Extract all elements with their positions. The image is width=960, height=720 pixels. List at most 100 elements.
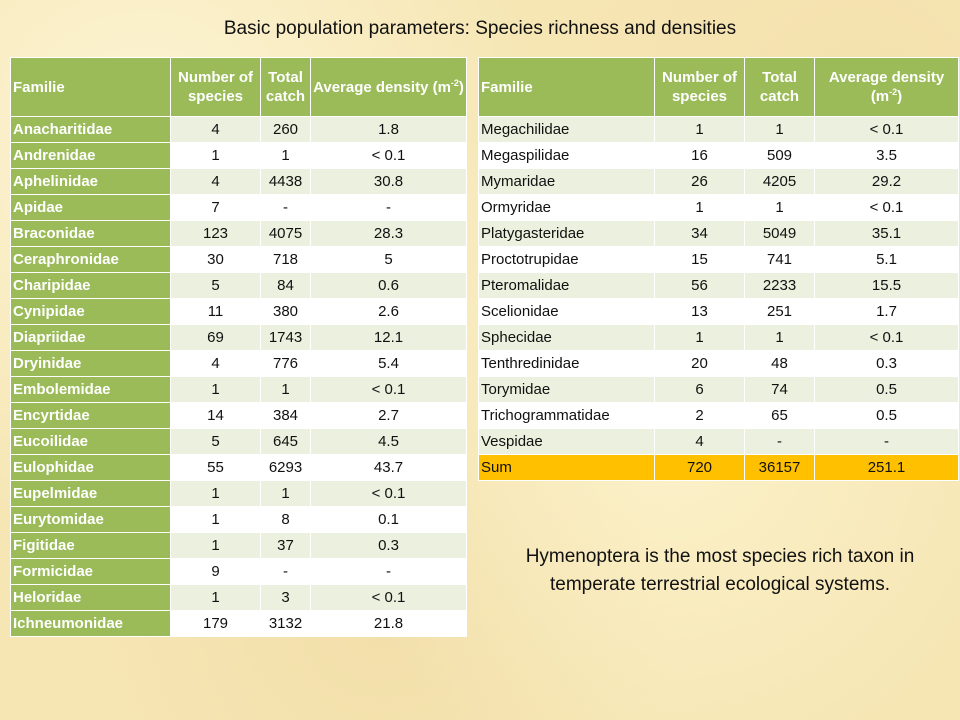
family-name-cell: Diapriidae <box>10 324 171 351</box>
species-count-cell: 14 <box>170 402 261 429</box>
total-catch-cell: 3132 <box>260 610 311 637</box>
table-row: Platygasteridae 34 5049 35.1 <box>478 220 959 247</box>
summary-note: Hymenoptera is the most species rich tax… <box>525 546 915 595</box>
average-density-cell: 1.8 <box>310 116 467 143</box>
table-row: Megachilidae 1 1 < 0.1 <box>478 116 959 143</box>
family-name-cell: Apidae <box>10 194 171 221</box>
table-row: Anacharitidae 4 260 1.8 <box>10 116 467 143</box>
header-family: Familie <box>10 57 171 117</box>
table-row: Trichogrammatidae 2 65 0.5 <box>478 402 959 429</box>
average-density-cell: 28.3 <box>310 220 467 247</box>
table-row: Torymidae 6 74 0.5 <box>478 376 959 403</box>
table-header-row: Familie Number of species Total catch Av… <box>10 57 467 117</box>
table-row: Heloridae 1 3 < 0.1 <box>10 584 467 611</box>
species-count-cell: 2 <box>654 402 745 429</box>
table-row: Aphelinidae 4 4438 30.8 <box>10 168 467 195</box>
table-row: Braconidae 123 4075 28.3 <box>10 220 467 247</box>
average-density-cell: 3.5 <box>814 142 959 169</box>
table-row: Charipidae 5 84 0.6 <box>10 272 467 299</box>
species-count-cell: 1 <box>654 116 745 143</box>
average-density-cell: 15.5 <box>814 272 959 299</box>
table-row: Eucoilidae 5 645 4.5 <box>10 428 467 455</box>
total-catch-cell: - <box>744 428 815 455</box>
average-density-cell: < 0.1 <box>310 142 467 169</box>
family-name-cell: Formicidae <box>10 558 171 585</box>
table-row: Eulophidae 55 6293 43.7 <box>10 454 467 481</box>
total-catch-cell: 48 <box>744 350 815 377</box>
table-row: Proctotrupidae 15 741 5.1 <box>478 246 959 273</box>
table-row: Formicidae 9- - <box>10 558 467 585</box>
family-name-cell: Aphelinidae <box>10 168 171 195</box>
average-density-cell: 43.7 <box>310 454 467 481</box>
table-row: Cynipidae 11 380 2.6 <box>10 298 467 325</box>
average-density-cell: 5 <box>310 246 467 273</box>
average-density-cell: 1.7 <box>814 298 959 325</box>
total-catch-cell: 380 <box>260 298 311 325</box>
average-density-cell: < 0.1 <box>814 116 959 143</box>
average-density-cell: 5.1 <box>814 246 959 273</box>
family-name-cell: Anacharitidae <box>10 116 171 143</box>
family-name-cell: Ceraphronidae <box>10 246 171 273</box>
average-density-cell: 0.3 <box>310 532 467 559</box>
species-count-cell: 123 <box>170 220 261 247</box>
family-name-cell: Sum <box>478 454 655 481</box>
total-catch-cell: 1 <box>744 194 815 221</box>
species-count-cell: 15 <box>654 246 745 273</box>
family-name-cell: Vespidae <box>478 428 655 455</box>
slide-title: Basic population parameters: Species ric… <box>223 18 737 39</box>
family-name-cell: Scelionidae <box>478 298 655 325</box>
total-catch-cell: 4075 <box>260 220 311 247</box>
species-count-cell: 16 <box>654 142 745 169</box>
header-catch: Total catch <box>744 57 815 117</box>
average-density-cell: 251.1 <box>814 454 959 481</box>
family-name-cell: Ormyridae <box>478 194 655 221</box>
average-density-cell: 35.1 <box>814 220 959 247</box>
family-name-cell: Pteromalidae <box>478 272 655 299</box>
family-name-cell: Platygasteridae <box>478 220 655 247</box>
species-count-cell: 4 <box>170 350 261 377</box>
total-catch-cell: - <box>260 558 311 585</box>
total-catch-cell: 2233 <box>744 272 815 299</box>
average-density-cell: < 0.1 <box>310 584 467 611</box>
table-row: Embolemidae 1 1 < 0.1 <box>10 376 467 403</box>
species-count-cell: 4 <box>170 116 261 143</box>
family-name-cell: Trichogrammatidae <box>478 402 655 429</box>
table-row: Ichneumonidae 179 3132 21.8 <box>10 610 467 637</box>
table-row: Pteromalidae 56 2233 15.5 <box>478 272 959 299</box>
total-catch-cell: 6293 <box>260 454 311 481</box>
table-row: Apidae 7- - <box>10 194 467 221</box>
header-density: Average density (m-2) <box>814 57 959 117</box>
species-count-cell: 1 <box>654 324 745 351</box>
species-count-cell: 55 <box>170 454 261 481</box>
table-row: Scelionidae 13 251 1.7 <box>478 298 959 325</box>
average-density-cell: 2.7 <box>310 402 467 429</box>
table-row: Sphecidae 1 1 < 0.1 <box>478 324 959 351</box>
average-density-cell: < 0.1 <box>310 376 467 403</box>
table-row: Encyrtidae 14 384 2.7 <box>10 402 467 429</box>
total-catch-cell: 718 <box>260 246 311 273</box>
species-count-cell: 20 <box>654 350 745 377</box>
species-count-cell: 1 <box>170 506 261 533</box>
species-count-cell: 1 <box>654 194 745 221</box>
total-catch-cell: 1 <box>260 480 311 507</box>
species-count-cell: 1 <box>170 532 261 559</box>
average-density-cell: 0.5 <box>814 402 959 429</box>
average-density-cell: 4.5 <box>310 428 467 455</box>
species-count-cell: 26 <box>654 168 745 195</box>
table-row: Dryinidae 4 776 5.4 <box>10 350 467 377</box>
family-name-cell: Tenthredinidae <box>478 350 655 377</box>
table-body-left: Anacharitidae 4 260 1.8 Andrenidae 1 1 < 0.1 Aph… <box>10 116 467 637</box>
species-count-cell: 179 <box>170 610 261 637</box>
total-catch-cell: 84 <box>260 272 311 299</box>
average-density-cell: 30.8 <box>310 168 467 195</box>
family-name-cell: Megaspilidae <box>478 142 655 169</box>
average-density-cell: 29.2 <box>814 168 959 195</box>
average-density-cell: 21.8 <box>310 610 467 637</box>
family-name-cell: Sphecidae <box>478 324 655 351</box>
total-catch-cell: 5049 <box>744 220 815 247</box>
total-catch-cell: 65 <box>744 402 815 429</box>
family-name-cell: Embolemidae <box>10 376 171 403</box>
species-count-cell: 1 <box>170 142 261 169</box>
species-count-cell: 6 <box>654 376 745 403</box>
header-catch: Total catch <box>260 57 311 117</box>
